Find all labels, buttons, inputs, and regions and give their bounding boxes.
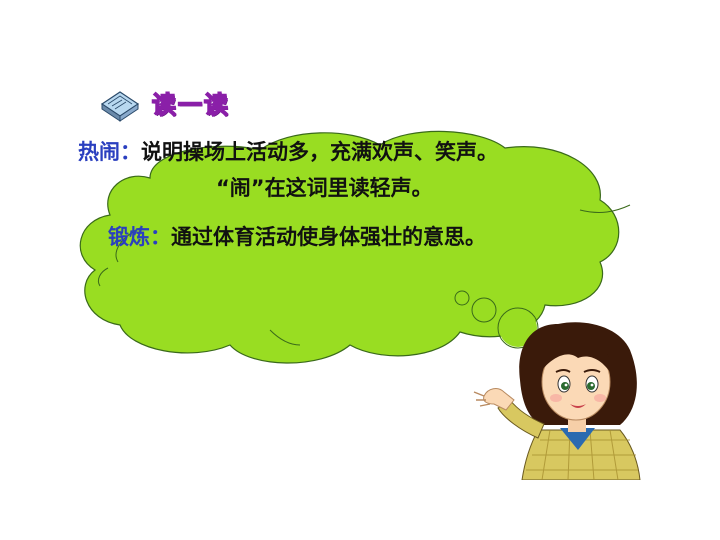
entry-renao-line-2: “闹”在这词里读轻声。 — [216, 172, 433, 202]
section-header: 读一读 — [96, 82, 230, 122]
entry-term-duanlian: 锻炼： — [108, 225, 171, 249]
entry-term-renao: 热闹： — [78, 140, 141, 164]
book-icon — [100, 91, 140, 122]
entry-definition-duanlian: 通过体育活动使身体强壮的意思。 — [171, 225, 486, 249]
entry-note-renao: “闹”在这词里读轻声。 — [216, 176, 433, 200]
girl-pointing-icon — [473, 322, 641, 480]
section-title: 读一读 — [151, 90, 230, 120]
entry-renao-line-1: 热闹：说明操场上活动多，充满欢声、笑声。 — [78, 136, 498, 166]
entry-duanlian-line-1: 锻炼：通过体育活动使身体强壮的意思。 — [108, 221, 486, 251]
entry-definition-renao: 说明操场上活动多，充满欢声、笑声。 — [141, 140, 498, 164]
